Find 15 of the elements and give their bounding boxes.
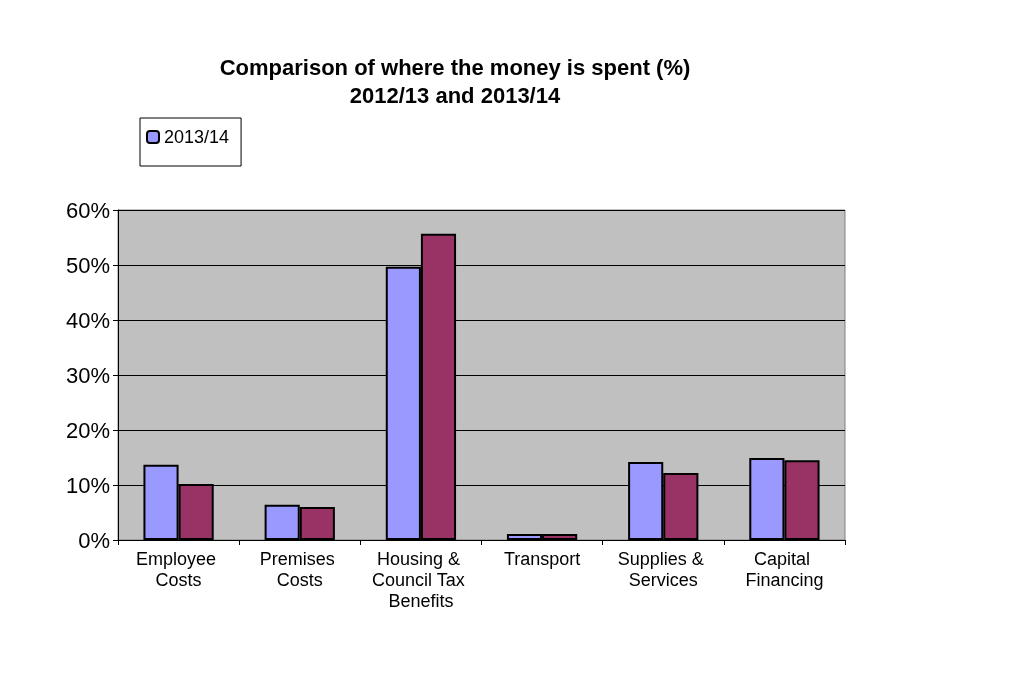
- x-tick-label: Capital Financing: [745, 548, 824, 590]
- x-tick-label: Supplies & Services: [617, 548, 709, 590]
- y-tick-label: 30%: [65, 362, 110, 388]
- y-tick-label: 10%: [65, 472, 110, 498]
- x-tick-label: Housing & Council Tax Benefits: [372, 548, 470, 611]
- y-tick-label: 60%: [65, 197, 110, 223]
- y-tick-label: 40%: [65, 307, 110, 333]
- y-tick-label: 20%: [65, 417, 110, 443]
- legend-label: 2013/14: [164, 127, 230, 147]
- y-tick-label: 0%: [78, 527, 110, 553]
- x-tick-label: Employee Costs: [136, 548, 222, 590]
- x-tick-label: Transport: [503, 548, 581, 569]
- x-tick-label: Premises Costs: [259, 548, 340, 590]
- y-tick-label: 50%: [65, 252, 110, 278]
- chart-title: Comparison of where the money is spent (%) 2012/13 and 2013/14: [219, 54, 691, 108]
